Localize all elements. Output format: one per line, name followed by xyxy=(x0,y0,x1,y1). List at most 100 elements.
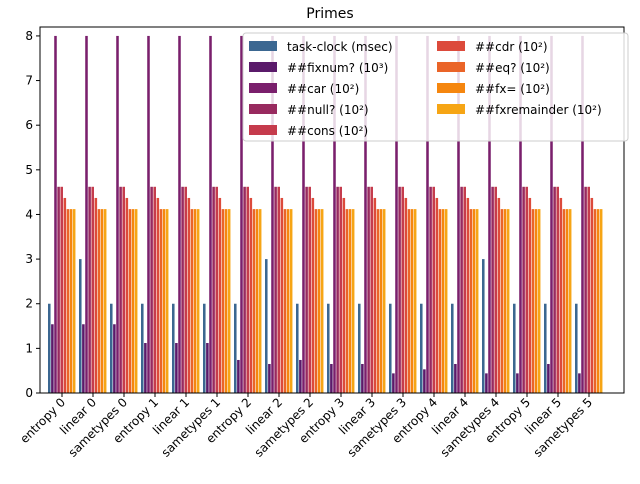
bar xyxy=(593,209,597,393)
legend-label: ##cons (10²) xyxy=(287,124,368,138)
bar xyxy=(475,209,479,393)
bar xyxy=(550,35,553,394)
legend-frame xyxy=(242,32,629,142)
legend-swatch xyxy=(437,62,465,72)
bar xyxy=(472,209,476,393)
bar xyxy=(330,363,333,393)
bar xyxy=(358,303,361,393)
bar xyxy=(156,197,160,393)
legend-swatch xyxy=(437,83,465,93)
bar xyxy=(457,35,460,394)
bar xyxy=(268,363,271,393)
bar xyxy=(119,186,122,393)
bar xyxy=(345,209,349,393)
bar xyxy=(110,303,113,393)
bar xyxy=(82,324,85,393)
bar xyxy=(162,209,166,393)
bar xyxy=(91,186,94,393)
bar xyxy=(221,209,225,393)
bar xyxy=(370,186,373,393)
bar xyxy=(435,197,439,393)
bar xyxy=(516,373,519,393)
bar xyxy=(286,209,290,393)
bar xyxy=(165,209,169,393)
bar xyxy=(581,35,584,394)
x-tick-label: entropy 0 xyxy=(17,395,68,446)
bar xyxy=(122,186,125,393)
bar xyxy=(255,209,259,393)
bar xyxy=(271,35,274,394)
bar xyxy=(314,209,318,393)
bar xyxy=(69,209,73,393)
bar xyxy=(485,373,488,393)
bar xyxy=(373,197,377,393)
bar xyxy=(379,209,383,393)
bar xyxy=(283,209,287,393)
bar xyxy=(401,186,404,393)
bar xyxy=(240,35,243,394)
bar xyxy=(224,209,228,393)
legend: task-clock (msec) ##fixnum? (10³) ##car (1… xyxy=(242,32,629,142)
bar xyxy=(100,209,104,393)
bar xyxy=(190,209,194,393)
bar xyxy=(172,303,175,393)
bar xyxy=(72,209,76,393)
bar xyxy=(556,186,559,393)
bar xyxy=(503,209,507,393)
bar xyxy=(153,186,156,393)
bar xyxy=(441,209,445,393)
bar xyxy=(559,197,563,393)
bar xyxy=(203,303,206,393)
bar xyxy=(215,186,218,393)
bar xyxy=(57,186,60,393)
bar xyxy=(249,197,253,393)
bar xyxy=(494,186,497,393)
bar xyxy=(187,197,191,393)
bar xyxy=(513,303,516,393)
bar xyxy=(395,35,398,394)
bar xyxy=(147,35,150,394)
bar xyxy=(60,186,63,393)
bar xyxy=(444,209,448,393)
bar xyxy=(367,186,370,393)
bar xyxy=(206,343,209,393)
bar xyxy=(51,324,54,393)
bar xyxy=(144,343,147,393)
bar xyxy=(488,35,491,394)
bar xyxy=(150,186,153,393)
bar xyxy=(565,209,569,393)
legend-label: ##fx= (10²) xyxy=(475,82,550,96)
bar xyxy=(522,186,525,393)
bar xyxy=(392,373,395,393)
bar xyxy=(196,209,200,393)
bars-layer xyxy=(48,35,603,394)
legend-swatch xyxy=(249,41,277,51)
bar xyxy=(578,373,581,393)
bar xyxy=(103,209,107,393)
y-tick-label: 6 xyxy=(25,118,33,132)
bar xyxy=(451,303,454,393)
bar xyxy=(404,197,408,393)
bar xyxy=(463,186,466,393)
bar xyxy=(407,209,411,393)
legend-swatch xyxy=(249,62,277,72)
bar xyxy=(376,209,380,393)
bar xyxy=(429,186,432,393)
bar xyxy=(125,197,129,393)
bar xyxy=(243,186,246,393)
bar xyxy=(54,35,57,394)
bar xyxy=(289,209,293,393)
bar xyxy=(116,35,119,394)
bar xyxy=(258,209,262,393)
bar xyxy=(209,35,212,394)
bar xyxy=(438,209,442,393)
bar xyxy=(420,303,423,393)
bar xyxy=(547,363,550,393)
bar xyxy=(562,209,566,393)
bar xyxy=(265,259,268,393)
bar xyxy=(500,209,504,393)
bar xyxy=(432,186,435,393)
bar xyxy=(277,186,280,393)
y-tick-label: 8 xyxy=(25,29,33,43)
